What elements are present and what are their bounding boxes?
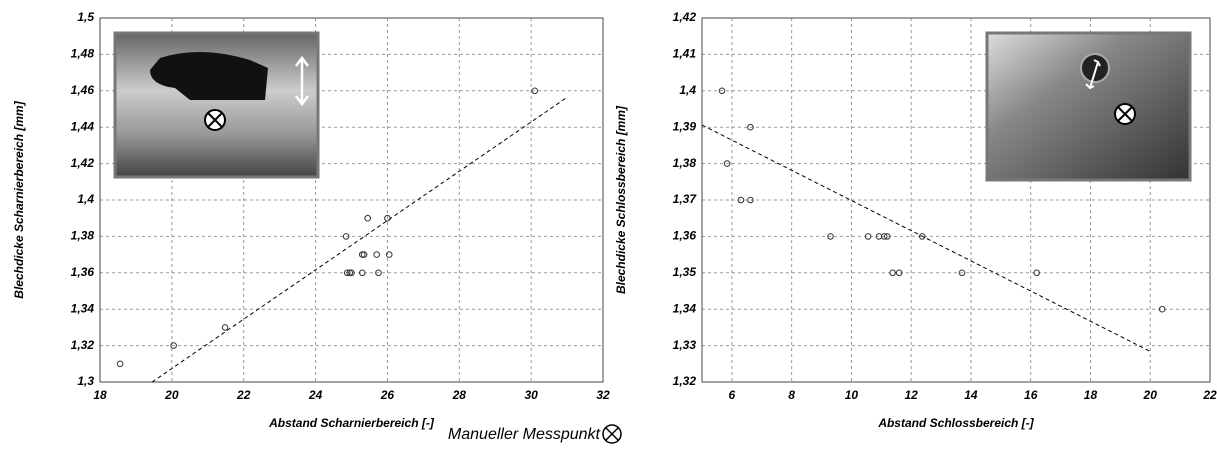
y-tick-label: 1,4 (77, 192, 94, 206)
x-tick-label: 12 (904, 388, 918, 402)
y-tick-label: 1,32 (673, 374, 697, 388)
caption: Manueller Messpunkt (448, 426, 601, 443)
data-point (346, 269, 354, 277)
data-point (343, 269, 351, 277)
y-tick-label: 1,33 (673, 338, 697, 352)
data-point (364, 214, 371, 222)
y-tick-label: 1,48 (71, 47, 95, 61)
y-axis-title: Blechdicke Scharnierbereich [mm] (12, 100, 26, 298)
data-point (889, 269, 896, 277)
data-point (348, 269, 355, 277)
caption-symbol (602, 424, 622, 444)
y-tick-label: 1,36 (673, 229, 697, 243)
y-tick-label: 1,37 (673, 192, 698, 206)
data-point (360, 251, 368, 258)
y-tick-label: 1,39 (673, 119, 697, 133)
x-axis-title: Abstand Schlossbereich [-] (877, 416, 1034, 430)
data-point (880, 233, 888, 240)
x-tick-label: 28 (452, 388, 467, 402)
data-point (737, 196, 745, 204)
x-axis-title: Abstand Scharnierbereich [-] (268, 416, 435, 430)
plot-frame (99, 17, 604, 383)
data-point (723, 160, 731, 167)
data-point (747, 123, 754, 131)
data-point (375, 269, 382, 277)
data-point (358, 251, 366, 258)
data-point (883, 233, 891, 240)
x-tick-label: 14 (964, 388, 978, 402)
x-tick-label: 20 (1143, 388, 1158, 402)
data-point (747, 196, 754, 204)
y-tick-label: 1,34 (673, 301, 697, 315)
y-tick-label: 1,34 (71, 301, 95, 315)
y-tick-label: 1,38 (673, 156, 697, 170)
y-tick-label: 1,42 (71, 156, 95, 170)
x-tick-label: 32 (596, 388, 610, 402)
data-point (342, 233, 350, 240)
x-tick-label: 18 (93, 388, 107, 402)
data-point (170, 342, 177, 349)
y-tick-label: 1,41 (673, 47, 697, 61)
x-tick-label: 20 (164, 388, 179, 402)
data-point (116, 360, 124, 368)
y-tick-label: 1,4 (679, 83, 696, 97)
x-tick-label: 24 (308, 388, 323, 402)
plot-frame (701, 17, 1211, 383)
data-point (384, 214, 391, 222)
y-tick-label: 1,5 (77, 10, 94, 24)
x-tick-label: 18 (1084, 388, 1098, 402)
data-point (864, 233, 872, 240)
y-axis-title: Blechdicke Schlossbereich [mm] (614, 105, 628, 294)
y-tick-label: 1,38 (71, 229, 95, 243)
x-tick-label: 8 (788, 388, 795, 402)
x-tick-label: 30 (524, 388, 538, 402)
x-tick-label: 16 (1024, 388, 1038, 402)
x-tick-label: 26 (380, 388, 395, 402)
data-point (373, 251, 380, 258)
y-tick-label: 1,42 (673, 10, 697, 24)
data-point (1158, 305, 1166, 313)
y-tick-label: 1,44 (71, 119, 95, 133)
data-point (827, 233, 834, 240)
y-tick-label: 1,3 (77, 374, 94, 388)
inset-photo-left (113, 31, 320, 179)
y-tick-label: 1,36 (71, 265, 95, 279)
data-point (958, 269, 966, 277)
x-tick-label: 10 (845, 388, 859, 402)
data-point (358, 269, 366, 277)
data-point (895, 269, 903, 277)
inset-photo-right (985, 31, 1192, 182)
data-point (1033, 269, 1040, 277)
data-point (718, 87, 726, 95)
data-point (918, 233, 926, 240)
x-tick-label: 22 (236, 388, 251, 402)
data-point (221, 324, 229, 331)
data-point (385, 251, 393, 258)
x-tick-label: 6 (729, 388, 736, 402)
y-tick-label: 1,46 (71, 83, 95, 97)
y-tick-label: 1,32 (71, 338, 95, 352)
x-tick-label: 22 (1202, 388, 1217, 402)
data-point (531, 87, 539, 95)
y-tick-label: 1,35 (673, 265, 697, 279)
